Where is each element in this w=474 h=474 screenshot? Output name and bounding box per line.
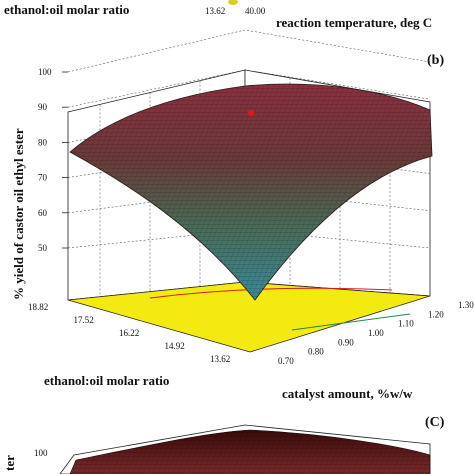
panel-c-label: (C): [425, 415, 445, 430]
panel-b-y-tick-1.00: 1.00: [368, 328, 384, 338]
panel-b-wall-gridline-100: [67, 29, 431, 73]
panel-b: (b) 50 60 70 80 90 100 % yield of castor oil …: [11, 29, 474, 401]
panel-b-floor-contour-red: [149, 287, 393, 299]
panel-b-y-tick-1.10: 1.10: [398, 319, 414, 329]
panel-b-x-tick-18.82: 18.82: [28, 302, 48, 312]
panel-b-y-tick-1.20: 1.20: [428, 309, 444, 319]
panel-b-y-tick-1.30: 1.30: [458, 300, 474, 310]
panel-b-ylabel: catalyst amount, %w/w: [282, 386, 413, 401]
panel-b-wall-gridline-90: [67, 69, 431, 108]
panel-b-y-ticks: 0.70 0.80 0.90 1.00 1.10 1.20 1.30: [278, 300, 474, 366]
panel-a: ethanol:oil molar ratio 13.62 40.00 reac…: [4, 0, 432, 30]
panel-b-y-tick-0.70: 0.70: [278, 356, 294, 366]
panel-b-zlabel: % yield of castor oil ethyl ester: [11, 128, 26, 300]
panel-b-x-tick-16.22: 16.22: [119, 328, 139, 338]
panel-b-y-tick-0.90: 0.90: [338, 337, 354, 347]
panel-b-z-tick-60: 60: [38, 208, 48, 218]
panel-b-z-tick-90: 90: [38, 102, 48, 112]
panel-b-x-tick-17.52: 17.52: [74, 315, 94, 325]
panel-b-floor-contour-green: [291, 313, 411, 331]
panel-b-floor: [67, 281, 431, 353]
panel-b-x-tick-14.92: 14.92: [165, 341, 185, 351]
panel-b-z-tick-100: 100: [38, 67, 52, 77]
panel-a-tick-1: 13.62: [205, 6, 225, 16]
panel-b-optimum-point: [247, 109, 255, 117]
panel-b-label: (b): [427, 53, 444, 68]
panel-b-x-tick-13.62: 13.62: [210, 354, 230, 364]
panel-a-xlabel: ethanol:oil molar ratio: [4, 2, 129, 17]
panel-a-contour-mark: [228, 0, 238, 5]
panel-a-zlabel: reaction temperature, deg C: [276, 15, 432, 30]
panel-b-xlabel: ethanol:oil molar ratio: [44, 373, 169, 388]
panel-b-z-tick-80: 80: [38, 137, 48, 147]
panel-b-surface-mesh: [70, 84, 432, 300]
panel-c-zlabel-fragment: ter: [2, 455, 17, 471]
panel-a-tick-2: 40.00: [245, 6, 266, 16]
panel-b-y-tick-0.80: 0.80: [308, 347, 324, 357]
panel-c-z-tick-100: 100: [34, 448, 48, 458]
panel-b-z-tick-70: 70: [38, 173, 48, 183]
panel-c-surface-mesh: [70, 430, 430, 474]
panel-b-x-ticks: 18.82 17.52 16.22 14.92 13.62: [28, 302, 230, 364]
panel-b-z-ticks: 50 60 70 80 90 100: [38, 67, 68, 253]
panel-c: (C) 100 ter: [2, 415, 445, 474]
panel-b-z-tick-50: 50: [38, 243, 48, 253]
